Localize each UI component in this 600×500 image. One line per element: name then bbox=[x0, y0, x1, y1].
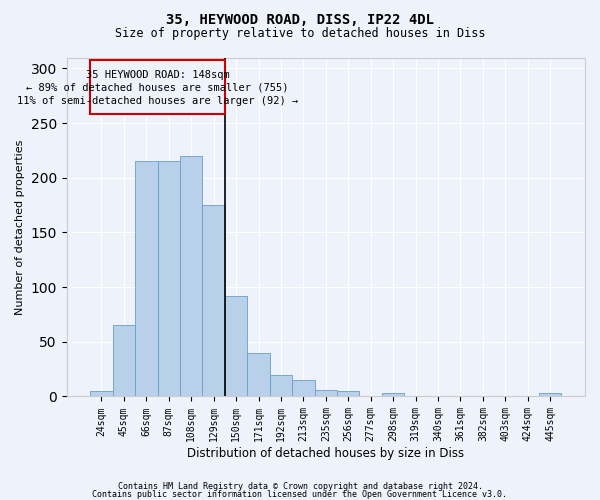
Y-axis label: Number of detached properties: Number of detached properties bbox=[15, 140, 25, 314]
Text: Contains HM Land Registry data © Crown copyright and database right 2024.: Contains HM Land Registry data © Crown c… bbox=[118, 482, 482, 491]
Bar bbox=[247, 352, 270, 397]
Bar bbox=[292, 380, 314, 396]
Text: 35 HEYWOOD ROAD: 148sqm: 35 HEYWOOD ROAD: 148sqm bbox=[86, 70, 229, 80]
Text: Size of property relative to detached houses in Diss: Size of property relative to detached ho… bbox=[115, 28, 485, 40]
Bar bbox=[113, 326, 135, 396]
Text: Contains public sector information licensed under the Open Government Licence v3: Contains public sector information licen… bbox=[92, 490, 508, 499]
Text: ← 89% of detached houses are smaller (755): ← 89% of detached houses are smaller (75… bbox=[26, 82, 289, 92]
Bar bbox=[382, 393, 404, 396]
Bar bbox=[314, 390, 337, 396]
Bar bbox=[337, 391, 359, 396]
FancyBboxPatch shape bbox=[90, 60, 225, 114]
Text: 35, HEYWOOD ROAD, DISS, IP22 4DL: 35, HEYWOOD ROAD, DISS, IP22 4DL bbox=[166, 12, 434, 26]
Bar bbox=[225, 296, 247, 396]
Bar bbox=[270, 374, 292, 396]
Bar bbox=[202, 205, 225, 396]
Text: 11% of semi-detached houses are larger (92) →: 11% of semi-detached houses are larger (… bbox=[17, 96, 298, 106]
Bar bbox=[158, 162, 180, 396]
Bar bbox=[180, 156, 202, 396]
X-axis label: Distribution of detached houses by size in Diss: Distribution of detached houses by size … bbox=[187, 447, 464, 460]
Bar bbox=[90, 391, 113, 396]
Bar bbox=[539, 393, 562, 396]
Bar bbox=[135, 162, 158, 396]
